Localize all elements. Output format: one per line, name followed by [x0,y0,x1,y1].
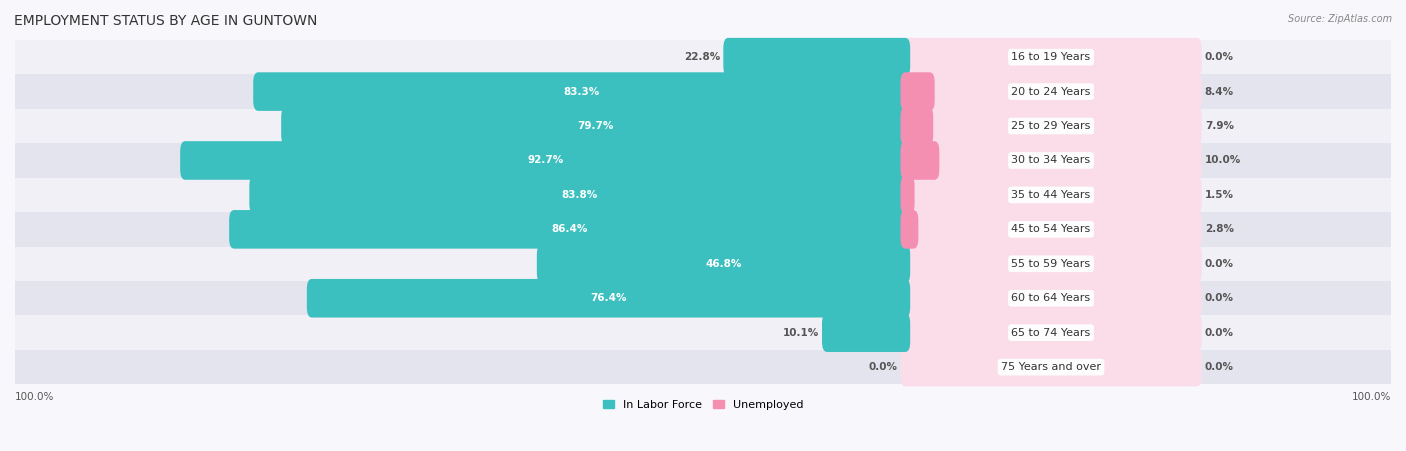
Text: 83.3%: 83.3% [564,87,600,97]
FancyBboxPatch shape [180,141,910,180]
Text: 0.0%: 0.0% [1205,293,1234,303]
Text: 0.0%: 0.0% [1205,52,1234,62]
Text: 86.4%: 86.4% [551,224,588,235]
FancyBboxPatch shape [723,38,910,76]
FancyBboxPatch shape [15,350,1391,384]
Text: 25 to 29 Years: 25 to 29 Years [1011,121,1091,131]
Text: 83.8%: 83.8% [561,190,598,200]
Text: 10.0%: 10.0% [1205,156,1241,166]
Text: 0.0%: 0.0% [1205,362,1234,372]
Legend: In Labor Force, Unemployed: In Labor Force, Unemployed [598,396,808,414]
FancyBboxPatch shape [15,178,1391,212]
FancyBboxPatch shape [15,40,1391,74]
FancyBboxPatch shape [900,175,1202,214]
Text: 2.8%: 2.8% [1205,224,1234,235]
Text: 46.8%: 46.8% [706,259,742,269]
Text: 7.9%: 7.9% [1205,121,1234,131]
FancyBboxPatch shape [15,109,1391,143]
FancyBboxPatch shape [15,315,1391,350]
FancyBboxPatch shape [900,107,934,145]
Text: 16 to 19 Years: 16 to 19 Years [1011,52,1091,62]
Text: 8.4%: 8.4% [1205,87,1234,97]
FancyBboxPatch shape [229,210,910,249]
FancyBboxPatch shape [900,72,935,111]
Text: Source: ZipAtlas.com: Source: ZipAtlas.com [1288,14,1392,23]
FancyBboxPatch shape [307,279,910,318]
Text: 22.8%: 22.8% [683,52,720,62]
FancyBboxPatch shape [15,74,1391,109]
FancyBboxPatch shape [900,348,1202,387]
Text: 75 Years and over: 75 Years and over [1001,362,1101,372]
Text: 55 to 59 Years: 55 to 59 Years [1011,259,1091,269]
FancyBboxPatch shape [15,143,1391,178]
FancyBboxPatch shape [900,313,1202,352]
FancyBboxPatch shape [900,279,1202,318]
Text: EMPLOYMENT STATUS BY AGE IN GUNTOWN: EMPLOYMENT STATUS BY AGE IN GUNTOWN [14,14,318,28]
Text: 60 to 64 Years: 60 to 64 Years [1011,293,1091,303]
FancyBboxPatch shape [900,107,1202,145]
Text: 45 to 54 Years: 45 to 54 Years [1011,224,1091,235]
Text: 100.0%: 100.0% [1351,392,1391,402]
Text: 35 to 44 Years: 35 to 44 Years [1011,190,1091,200]
Text: 1.5%: 1.5% [1205,190,1234,200]
Text: 10.1%: 10.1% [783,328,818,338]
FancyBboxPatch shape [900,210,1202,249]
FancyBboxPatch shape [900,141,939,180]
Text: 0.0%: 0.0% [869,362,897,372]
Text: 20 to 24 Years: 20 to 24 Years [1011,87,1091,97]
FancyBboxPatch shape [900,141,1202,180]
FancyBboxPatch shape [15,281,1391,315]
FancyBboxPatch shape [249,175,910,214]
Text: 76.4%: 76.4% [591,293,627,303]
FancyBboxPatch shape [281,107,910,145]
FancyBboxPatch shape [900,38,1202,76]
Text: 30 to 34 Years: 30 to 34 Years [1011,156,1091,166]
FancyBboxPatch shape [15,212,1391,247]
Text: 92.7%: 92.7% [527,156,564,166]
Text: 79.7%: 79.7% [578,121,614,131]
FancyBboxPatch shape [900,72,1202,111]
Text: 65 to 74 Years: 65 to 74 Years [1011,328,1091,338]
FancyBboxPatch shape [900,175,914,214]
Text: 100.0%: 100.0% [15,392,55,402]
FancyBboxPatch shape [900,210,918,249]
FancyBboxPatch shape [823,313,910,352]
Text: 0.0%: 0.0% [1205,259,1234,269]
FancyBboxPatch shape [15,247,1391,281]
FancyBboxPatch shape [253,72,910,111]
Text: 0.0%: 0.0% [1205,328,1234,338]
FancyBboxPatch shape [900,244,1202,283]
FancyBboxPatch shape [537,244,910,283]
